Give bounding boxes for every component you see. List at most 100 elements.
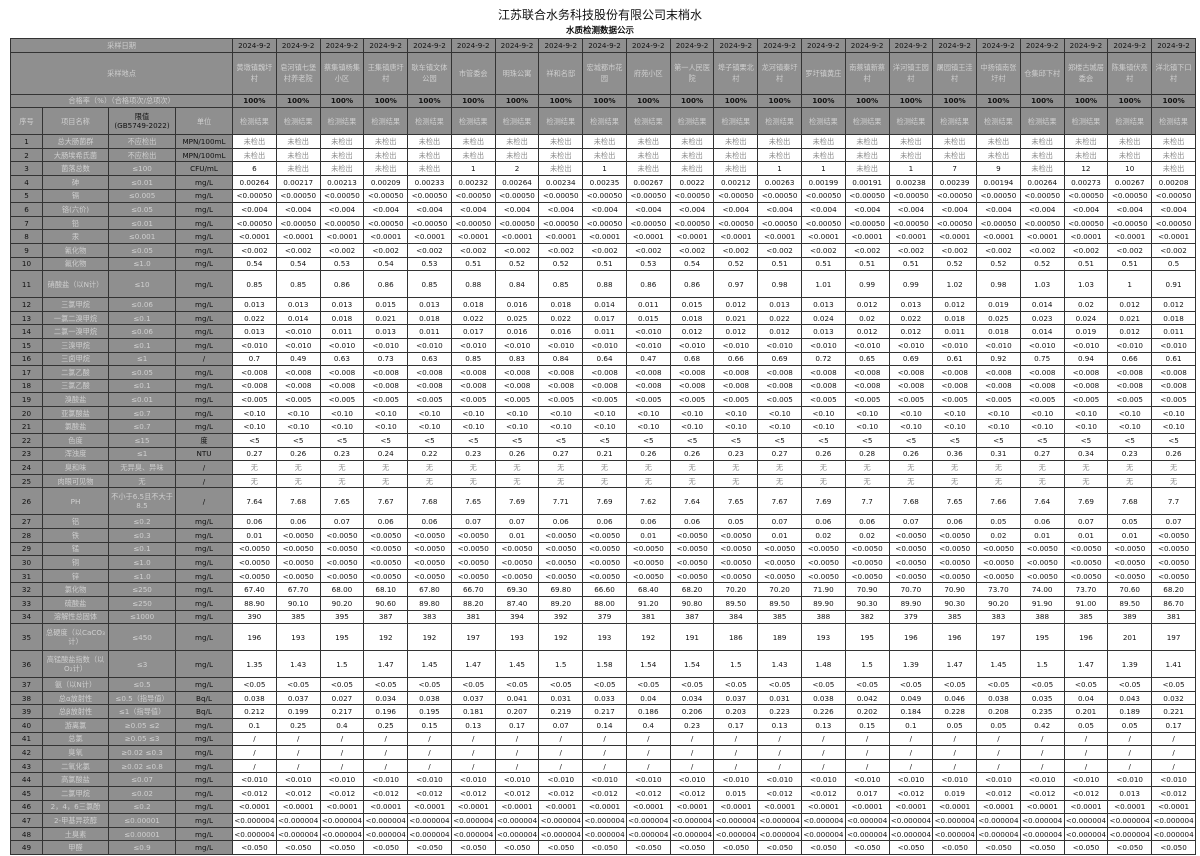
table-row: 40 游离氯 ≥0.05 ≤2 mg/L 0.1 0.25 0.4 0.25 0.15 0.13 0… <box>10 717 1196 733</box>
result-value: 9 <box>976 161 1021 176</box>
result-value: <0.050 <box>582 840 627 855</box>
result-value: 无 <box>800 473 846 489</box>
item-unit: mg/L <box>174 596 234 611</box>
result-value: <5 <box>363 433 409 448</box>
result-value: 无 <box>407 473 452 489</box>
result-value: <0.004 <box>1019 202 1065 217</box>
result-value: <0.0050 <box>538 528 584 543</box>
result-value: <0.0001 <box>407 799 452 815</box>
item-number: 48 <box>10 826 43 842</box>
result-value: 1.43 <box>757 650 802 679</box>
item-limit: ≤0.01 <box>108 215 176 231</box>
result-value: <0.0050 <box>888 528 934 543</box>
result-value: <0.00050 <box>800 215 846 231</box>
result-value: <0.000004 <box>976 813 1021 828</box>
result-column-header: 检测结果 <box>669 107 715 136</box>
result-column-header: 检测结果 <box>844 107 890 136</box>
result-value: <0.10 <box>757 405 802 421</box>
result-value: <0.000004 <box>757 813 802 828</box>
result-value: <0.004 <box>625 202 671 217</box>
item-name: 菌落总数 <box>42 161 109 176</box>
result-value: 0.05 <box>976 717 1021 733</box>
result-value: 0.27 <box>1019 446 1065 462</box>
result-value: 389 <box>1107 609 1153 625</box>
result-value: <0.0001 <box>494 799 540 815</box>
result-value: <0.0050 <box>232 541 277 557</box>
sampling-site-name: 第一人民医院 <box>669 51 715 95</box>
result-value: <0.00050 <box>407 188 452 204</box>
result-value: <0.0050 <box>319 568 365 584</box>
result-value: <0.010 <box>976 337 1021 353</box>
sampling-site-name: 府苑小区 <box>625 51 671 95</box>
table-row: 11 硝酸盐（以N计） ≤10 mg/L 0.85 0.85 0.86 0.86 0.85 0.8… <box>10 270 1196 299</box>
pass-rate-label: 合格率（%）（合格项次/总项次） <box>9 93 234 109</box>
result-value: 195 <box>844 623 890 652</box>
table-row: 36 高锰酸盐指数（以O₂计） ≤3 mg/L 1.35 1.43 1.5 1.47 1.45 1… <box>10 650 1196 679</box>
result-value: 67.70 <box>275 582 321 597</box>
result-value: <0.10 <box>1151 419 1196 435</box>
result-value: <0.000004 <box>800 813 846 828</box>
result-value: 0.05 <box>976 514 1021 530</box>
result-value: 0.016 <box>494 324 540 339</box>
table-row: 37 氨（以N计） ≤0.5 mg/L <0.05 <0.05 <0.05 <0.05 <0.0… <box>10 677 1196 692</box>
result-value: 0.99 <box>888 270 934 299</box>
result-value: 388 <box>1019 609 1065 625</box>
result-value: 1.5 <box>1019 650 1065 679</box>
table-row: 49 甲醛 ≤0.9 mg/L <0.050 <0.050 <0.050 <0.050 <0.0… <box>10 840 1196 855</box>
result-value: 未检出 <box>275 147 321 163</box>
result-value: 7.64 <box>669 487 715 516</box>
result-value: <0.000004 <box>1107 826 1153 842</box>
table-row: 30 铜 ≤1.0 mg/L <0.0050 <0.0050 <0.0050 <0.0050 <… <box>10 555 1196 570</box>
result-value: 193 <box>494 623 540 652</box>
result-value: 193 <box>275 623 321 652</box>
item-name: 高氯酸盐 <box>42 772 109 787</box>
item-unit: mg/L <box>174 337 234 353</box>
result-value: / <box>232 731 277 747</box>
item-limit: ≤0.2 <box>108 514 176 530</box>
result-value: <0.0050 <box>976 541 1021 557</box>
result-value: <0.0001 <box>582 229 627 244</box>
result-column-header: 检测结果 <box>757 107 802 136</box>
table-row: 41 总氯 ≥0.05 ≤3 mg/L / / / / / / / / / / / / / / / / / / / / / / <box>10 731 1196 747</box>
result-value: <5 <box>932 433 978 448</box>
result-value: <5 <box>800 433 846 448</box>
result-value: <0.0001 <box>1151 799 1196 815</box>
result-value: 7.69 <box>1063 487 1109 516</box>
result-value: <0.0050 <box>1063 541 1109 557</box>
result-value: / <box>232 745 277 760</box>
result-value: <0.010 <box>757 772 802 787</box>
result-value: <0.000004 <box>976 826 1021 842</box>
item-name: 三卤甲烷 <box>42 351 109 367</box>
item-unit: mg/L <box>174 528 234 543</box>
result-value: <0.004 <box>538 202 584 217</box>
result-value: <0.010 <box>538 337 584 353</box>
item-number: 12 <box>10 297 43 312</box>
result-value: 196 <box>888 623 934 652</box>
result-value: <0.0050 <box>1063 555 1109 570</box>
result-value: <0.008 <box>625 378 671 394</box>
result-value: <0.010 <box>1107 772 1153 787</box>
result-value: 未检出 <box>1063 134 1109 149</box>
result-value: <0.008 <box>582 365 627 380</box>
item-unit: / <box>174 351 234 367</box>
result-value: <0.010 <box>1063 337 1109 353</box>
item-unit: mg/L <box>174 813 234 828</box>
sampling-date: 2024-9-2 <box>450 38 496 53</box>
result-value: 0.66 <box>1107 351 1153 367</box>
result-column-header: 检测结果 <box>1151 107 1196 136</box>
result-value: 7.65 <box>713 487 759 516</box>
result-value: 0.86 <box>669 270 715 299</box>
item-name: 臭氧 <box>42 745 109 760</box>
result-value: 0.013 <box>888 297 934 312</box>
result-value: <0.012 <box>450 785 496 801</box>
table-row: 6 铬(六价) ≤0.05 mg/L <0.004 <0.004 <0.004 <0.004 <… <box>10 202 1196 217</box>
result-value: <0.00050 <box>450 188 496 204</box>
result-value: 未检出 <box>494 134 540 149</box>
result-value: <0.012 <box>625 785 671 801</box>
table-row: 42 臭氧 ≥0.02 ≤0.3 mg/L / / / / / / / / / / / / / / / / / / / / / / <box>10 745 1196 760</box>
item-unit: mg/L <box>174 188 234 204</box>
result-value: <0.0050 <box>800 555 846 570</box>
result-value: <0.0050 <box>669 541 715 557</box>
result-value: <0.05 <box>275 677 321 692</box>
result-value: 0.92 <box>976 351 1021 367</box>
